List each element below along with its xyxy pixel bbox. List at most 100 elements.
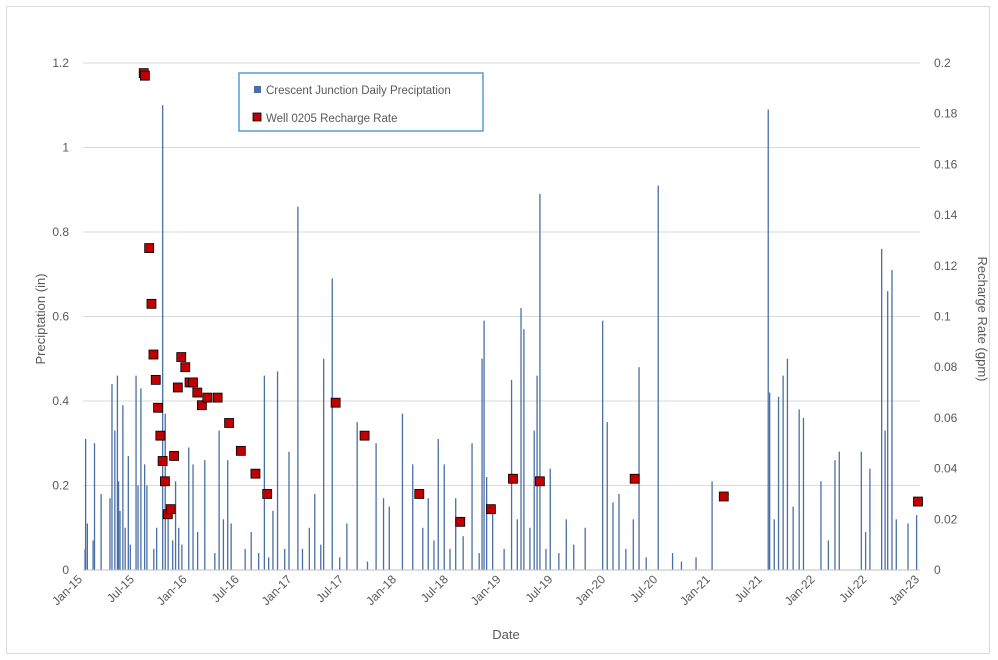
precipitation-bar xyxy=(680,561,683,570)
x-axis-title: Date xyxy=(492,627,519,642)
legend-box xyxy=(238,72,484,132)
x-tick-label: Jan-18 xyxy=(363,572,399,608)
precipitation-bar xyxy=(323,358,325,570)
y-tick-left: 0.4 xyxy=(52,394,69,408)
precipitation-bar xyxy=(455,498,457,570)
gridlines xyxy=(83,62,920,486)
y-tick-right: 0.1 xyxy=(934,310,951,324)
x-tick-label: Jan-15 xyxy=(49,572,85,608)
recharge-marker xyxy=(196,400,207,411)
x-tick-label: Jan-17 xyxy=(259,572,295,608)
precipitation-bar xyxy=(314,493,316,570)
recharge-marker xyxy=(629,473,640,484)
precipitation-bar xyxy=(881,248,883,570)
y-axis-right-title: Recharge Rate (gpm) xyxy=(975,257,990,382)
precipitation-bar xyxy=(773,519,775,570)
legend-label-recharge: Well 0205 Recharge Rate xyxy=(266,113,397,125)
precipitation-bar xyxy=(481,358,483,570)
precipitation-bar xyxy=(645,557,647,570)
precipitation-bar xyxy=(549,468,551,570)
precipitation-bar xyxy=(156,527,158,570)
precipitation-bar xyxy=(887,291,889,570)
y-tick-right: 0.06 xyxy=(934,411,958,425)
recharge-marker xyxy=(180,362,191,373)
precipitation-bar xyxy=(375,443,377,570)
legend-swatch-recharge xyxy=(252,112,262,122)
precipitation-bar xyxy=(356,422,358,570)
recharge-marker xyxy=(330,397,341,408)
precipitation-bar xyxy=(606,422,608,570)
recharge-marker xyxy=(160,476,170,487)
precipitation-bar xyxy=(178,527,180,570)
y-tick-left: 0.2 xyxy=(52,479,69,493)
precipitation-bar xyxy=(864,531,867,570)
precipitation-bar xyxy=(124,527,126,570)
precipitation-bar xyxy=(820,481,822,570)
precipitation-bar xyxy=(533,430,535,570)
precipitation-bar xyxy=(895,519,897,570)
x-tick-label: Jul-17 xyxy=(313,572,346,605)
y-tick-right: 0.14 xyxy=(934,208,958,222)
recharge-marker xyxy=(224,418,234,428)
precipitation-bar xyxy=(308,527,310,570)
precipitation-bar xyxy=(539,193,541,570)
precipitation-bar xyxy=(109,498,111,570)
recharge-marker xyxy=(172,382,183,393)
precipitation-bar xyxy=(257,553,260,570)
recharge-marker xyxy=(176,352,187,362)
x-tick-label: Jan-21 xyxy=(677,572,713,608)
x-tick-label: Jan-23 xyxy=(886,572,922,608)
precipitation-bars xyxy=(84,105,918,570)
precipitation-bar xyxy=(884,430,886,570)
precipitation-bar xyxy=(632,519,634,570)
precipitation-bar xyxy=(188,447,190,570)
y-tick-left: 0 xyxy=(62,563,69,577)
precipitation-bar xyxy=(834,460,836,570)
x-tick-label: Jan-19 xyxy=(468,572,504,608)
recharge-marker xyxy=(165,504,176,515)
precipitation-bar xyxy=(907,523,909,570)
precipitation-bar xyxy=(244,548,246,570)
recharge-markers xyxy=(138,68,923,527)
y-tick-left: 1.2 xyxy=(52,56,69,70)
precipitation-bar xyxy=(227,460,229,570)
precipitation-bar xyxy=(86,523,88,570)
precipitation-bar xyxy=(777,396,780,570)
precipitation-bar xyxy=(382,498,385,570)
precipitation-bar xyxy=(143,464,146,570)
precipitation-bar xyxy=(388,506,390,570)
recharge-marker xyxy=(235,445,246,456)
precipitation-bar xyxy=(827,540,830,570)
precipitation-bar xyxy=(167,510,169,570)
recharge-marker xyxy=(169,451,179,461)
y-tick-right: 0 xyxy=(934,563,941,577)
precipitation-bar xyxy=(412,464,414,570)
recharge-marker xyxy=(139,70,150,81)
precipitation-bar xyxy=(174,481,177,570)
precipitation-bar xyxy=(618,493,620,570)
precipitation-bar xyxy=(802,417,805,570)
precipitation-bar xyxy=(153,548,155,570)
precipitation-bar xyxy=(478,553,480,570)
precipitation-bar xyxy=(798,409,800,570)
x-tick-label: Jan-20 xyxy=(572,572,608,608)
precipitation-bar xyxy=(915,515,918,570)
precipitation-bar xyxy=(331,278,333,570)
x-tick-label: Jul-16 xyxy=(209,572,242,605)
y-tick-right: 0.02 xyxy=(934,512,958,526)
precipitation-bar xyxy=(346,523,348,570)
precipitation-bar xyxy=(119,510,121,570)
x-tick-label: Jul-18 xyxy=(418,572,451,605)
precipitation-bar xyxy=(268,557,270,570)
precipitation-bar xyxy=(218,430,220,570)
recharge-marker xyxy=(146,298,157,309)
precipitation-bar xyxy=(437,439,439,570)
precipitation-bar xyxy=(93,443,96,570)
recharge-marker xyxy=(150,374,161,385)
precipitation-bar xyxy=(366,561,369,570)
precipitation-bar xyxy=(638,367,640,570)
recharge-marker xyxy=(455,516,466,527)
precipitation-bar xyxy=(782,375,784,570)
precipitation-bar xyxy=(838,451,840,570)
legend-label-precipitation: Crescent Junction Daily Preciptation xyxy=(266,85,451,97)
